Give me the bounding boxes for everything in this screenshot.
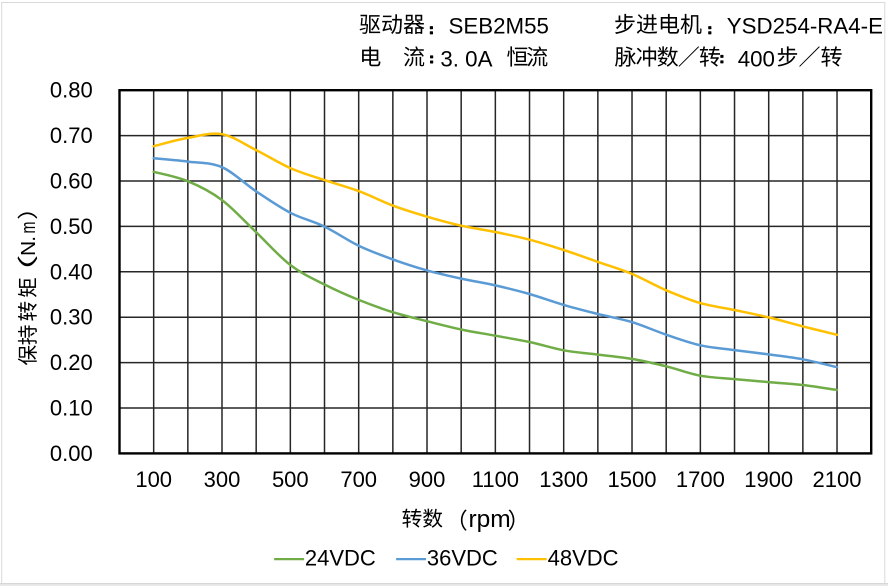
svg-text:3. 0A: 3. 0A xyxy=(440,46,492,71)
svg-text:0.20: 0.20 xyxy=(50,350,93,375)
svg-text:36VDC: 36VDC xyxy=(427,546,498,571)
svg-text:rpm: rpm xyxy=(469,506,511,533)
svg-text:400: 400 xyxy=(738,46,775,71)
svg-text:0.40: 0.40 xyxy=(50,259,93,284)
svg-text:SEB2M55: SEB2M55 xyxy=(449,14,549,39)
svg-text:0.30: 0.30 xyxy=(50,305,93,330)
svg-text:1100: 1100 xyxy=(472,467,519,492)
svg-text:0.10: 0.10 xyxy=(50,396,93,421)
svg-text:0.70: 0.70 xyxy=(50,123,93,148)
svg-text:0.00: 0.00 xyxy=(50,441,93,466)
svg-text:700: 700 xyxy=(340,467,377,492)
svg-text:100: 100 xyxy=(135,467,172,492)
svg-text:1900: 1900 xyxy=(744,467,793,492)
svg-text:0.50: 0.50 xyxy=(50,214,93,239)
svg-text:0.80: 0.80 xyxy=(50,78,93,103)
svg-text:.: . xyxy=(18,236,40,242)
svg-text:2100: 2100 xyxy=(813,467,862,492)
svg-text:1300: 1300 xyxy=(539,467,588,492)
svg-text:300: 300 xyxy=(204,467,241,492)
svg-text:48VDC: 48VDC xyxy=(548,546,619,571)
svg-text:m: m xyxy=(17,222,40,234)
svg-text:YSD254-RA4-E: YSD254-RA4-E xyxy=(727,14,883,39)
svg-text:1500: 1500 xyxy=(608,467,657,492)
svg-text:500: 500 xyxy=(272,467,309,492)
svg-text:0.60: 0.60 xyxy=(50,169,93,194)
svg-text:900: 900 xyxy=(409,467,446,492)
svg-text:1700: 1700 xyxy=(676,467,725,492)
svg-text:N: N xyxy=(18,241,40,256)
svg-text:24VDC: 24VDC xyxy=(305,546,376,571)
